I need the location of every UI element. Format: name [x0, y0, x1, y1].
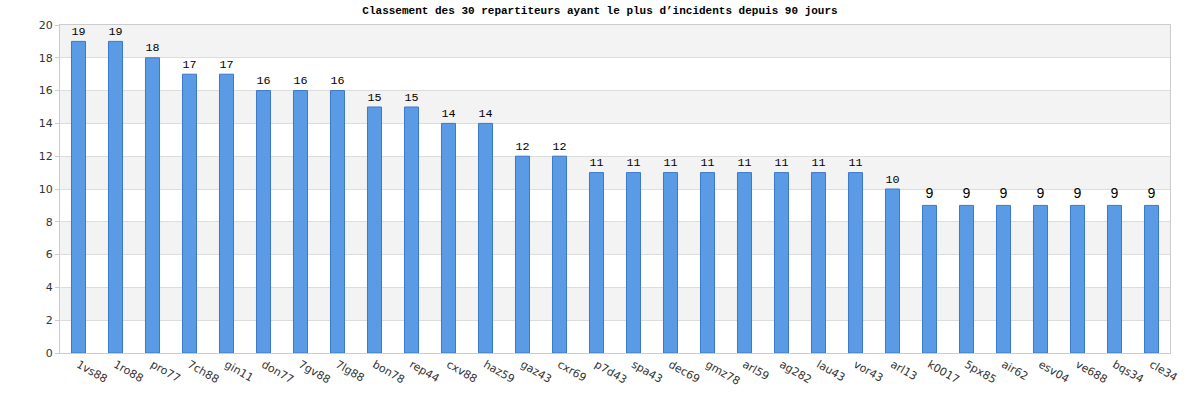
svg-text:16: 16 — [293, 74, 307, 88]
svg-text:16: 16 — [330, 74, 344, 88]
svg-text:9: 9 — [925, 186, 933, 202]
svg-text:15: 15 — [404, 91, 418, 105]
svg-text:vor43: vor43 — [851, 358, 885, 385]
svg-text:14: 14 — [478, 107, 492, 121]
svg-text:8: 8 — [46, 216, 53, 229]
svg-text:18: 18 — [145, 41, 159, 55]
svg-text:11: 11 — [626, 156, 640, 170]
svg-text:7gv88: 7gv88 — [296, 358, 332, 387]
svg-text:9: 9 — [1110, 186, 1118, 202]
svg-text:15: 15 — [367, 91, 381, 105]
svg-text:11: 11 — [811, 156, 825, 170]
svg-text:bon78: bon78 — [370, 358, 407, 387]
svg-text:16: 16 — [39, 84, 53, 97]
svg-text:14: 14 — [39, 117, 53, 130]
svg-text:17: 17 — [182, 58, 196, 72]
svg-text:0: 0 — [46, 347, 53, 360]
svg-text:12: 12 — [552, 140, 566, 154]
svg-text:14: 14 — [441, 107, 455, 121]
svg-text:10: 10 — [39, 183, 53, 196]
svg-text:rep44: rep44 — [407, 358, 441, 385]
svg-text:haz59: haz59 — [481, 358, 516, 386]
svg-text:1ro88: 1ro88 — [111, 358, 145, 385]
svg-text:cxr69: cxr69 — [555, 358, 588, 385]
svg-text:dec69: dec69 — [666, 358, 702, 386]
svg-text:19: 19 — [71, 25, 85, 39]
svg-text:9: 9 — [962, 186, 970, 202]
svg-text:5px85: 5px85 — [962, 358, 998, 387]
svg-text:ag282: ag282 — [777, 358, 814, 387]
svg-text:don77: don77 — [259, 358, 296, 387]
svg-text:lau43: lau43 — [814, 358, 847, 385]
svg-text:1vs88: 1vs88 — [74, 358, 109, 386]
svg-text:17: 17 — [219, 58, 233, 72]
svg-text:12: 12 — [515, 140, 529, 154]
svg-text:esv04: esv04 — [1036, 358, 1071, 386]
svg-text:gin11: gin11 — [222, 358, 255, 385]
svg-text:9: 9 — [1036, 186, 1044, 202]
svg-text:12: 12 — [39, 150, 53, 163]
svg-text:7ch88: 7ch88 — [185, 358, 221, 386]
svg-text:spa43: spa43 — [629, 358, 664, 386]
svg-text:6: 6 — [46, 248, 53, 261]
svg-text:18: 18 — [39, 52, 53, 65]
svg-text:11: 11 — [848, 156, 862, 170]
svg-text:gaz43: gaz43 — [518, 358, 554, 386]
svg-text:air62: air62 — [999, 358, 1030, 383]
svg-text:k0017: k0017 — [925, 358, 961, 386]
svg-text:cle34: cle34 — [1147, 358, 1179, 384]
svg-text:p7d43: p7d43 — [592, 358, 629, 387]
svg-text:arl13: arl13 — [888, 358, 919, 383]
svg-text:gmz78: gmz78 — [703, 358, 742, 388]
svg-text:cxv88: cxv88 — [444, 358, 479, 386]
svg-text:arl59: arl59 — [740, 358, 771, 383]
svg-text:11: 11 — [663, 156, 677, 170]
svg-text:4: 4 — [46, 281, 53, 294]
svg-text:10: 10 — [885, 173, 899, 187]
svg-text:7lg88: 7lg88 — [333, 358, 366, 385]
svg-text:16: 16 — [256, 74, 270, 88]
svg-text:Classement des 30 repartiteurs: Classement des 30 repartiteurs ayant le … — [362, 5, 837, 17]
svg-text:9: 9 — [999, 186, 1007, 202]
svg-text:11: 11 — [774, 156, 788, 170]
svg-text:20: 20 — [39, 19, 53, 32]
svg-text:2: 2 — [46, 314, 53, 327]
svg-text:9: 9 — [1073, 186, 1081, 202]
svg-text:pro77: pro77 — [148, 358, 182, 385]
svg-text:bqs34: bqs34 — [1110, 358, 1146, 386]
svg-text:ve688: ve688 — [1073, 358, 1109, 386]
svg-text:11: 11 — [737, 156, 751, 170]
svg-text:11: 11 — [700, 156, 714, 170]
svg-text:11: 11 — [589, 156, 603, 170]
svg-text:19: 19 — [108, 25, 122, 39]
svg-text:9: 9 — [1147, 186, 1155, 202]
